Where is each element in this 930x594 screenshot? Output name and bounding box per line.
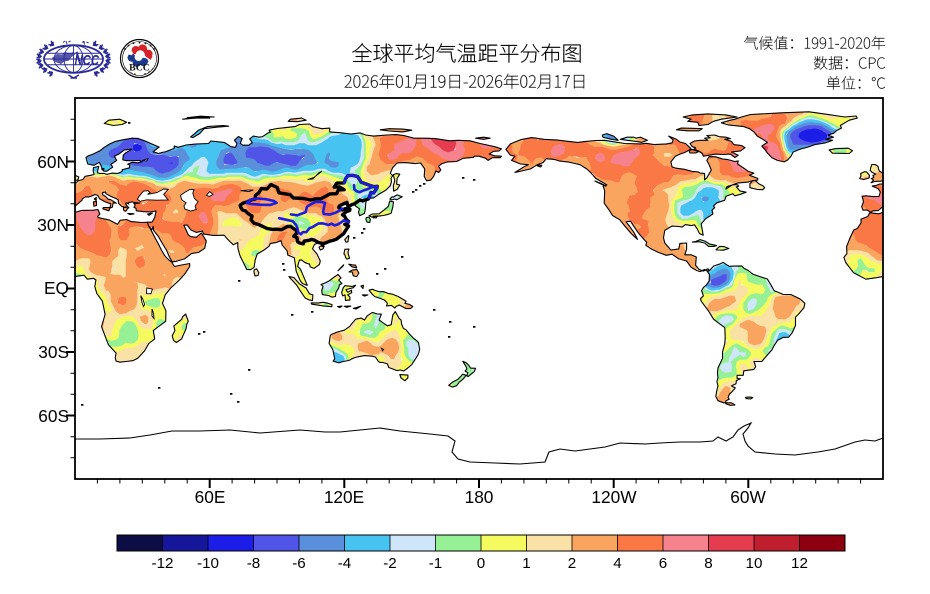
- svg-text:-10: -10: [197, 555, 219, 572]
- svg-text:120E: 120E: [324, 487, 364, 507]
- svg-text:4: 4: [613, 555, 621, 572]
- svg-text:10: 10: [746, 555, 763, 572]
- svg-text:30N: 30N: [37, 215, 69, 235]
- svg-text:-12: -12: [152, 555, 174, 572]
- svg-text:-4: -4: [338, 555, 352, 572]
- svg-text:1: 1: [522, 555, 530, 572]
- svg-text:EQ: EQ: [44, 278, 69, 298]
- svg-text:60S: 60S: [38, 406, 69, 426]
- svg-text:-1: -1: [429, 555, 443, 572]
- svg-text:60W: 60W: [730, 487, 766, 507]
- svg-text:BCC: BCC: [129, 63, 150, 74]
- svg-text:60E: 60E: [195, 487, 226, 507]
- svg-text:12: 12: [791, 555, 808, 572]
- svg-text:60N: 60N: [37, 152, 69, 172]
- svg-text:NCC: NCC: [75, 52, 100, 69]
- svg-text:8: 8: [704, 555, 712, 572]
- svg-text:-8: -8: [247, 555, 261, 572]
- svg-text:120W: 120W: [591, 487, 637, 507]
- svg-text:180: 180: [465, 487, 494, 507]
- svg-text:0: 0: [477, 555, 485, 572]
- svg-text:2: 2: [568, 555, 576, 572]
- svg-text:30S: 30S: [38, 342, 69, 362]
- svg-text:6: 6: [659, 555, 667, 572]
- svg-text:-2: -2: [383, 555, 397, 572]
- svg-text:-6: -6: [292, 555, 306, 572]
